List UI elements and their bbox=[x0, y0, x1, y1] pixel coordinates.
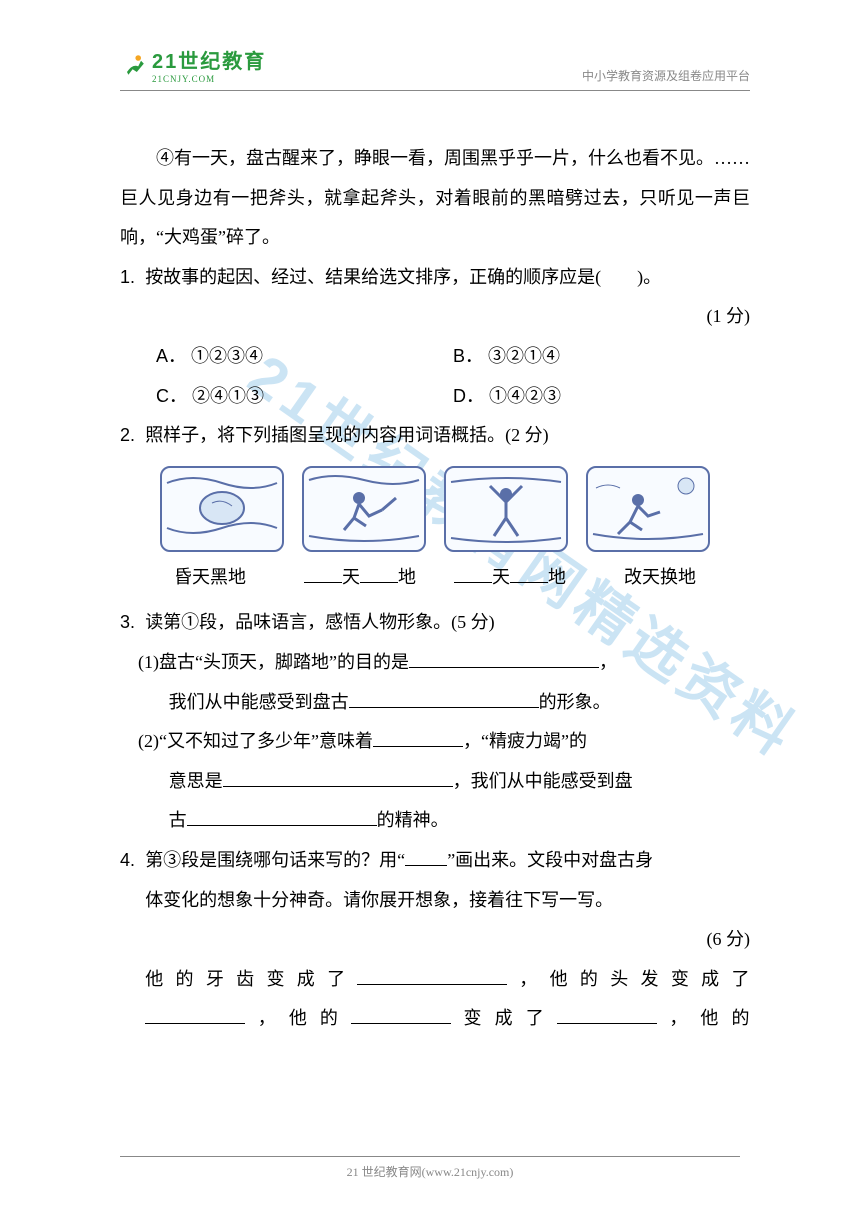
q4-text: 第③段是围绕哪句话来写的？用“”画出来。文段中对盘古身 bbox=[145, 841, 750, 881]
story-img-1 bbox=[160, 466, 284, 552]
blank[interactable] bbox=[304, 566, 342, 583]
blank[interactable] bbox=[373, 730, 463, 747]
q4-score: (6 分) bbox=[120, 920, 750, 960]
cap-4: 改天换地 bbox=[594, 558, 726, 598]
q3-2: (2)“又不知过了多少年”意味着，“精疲力竭”的 bbox=[151, 722, 750, 762]
question-4: 4. 第③段是围绕哪句话来写的？用“”画出来。文段中对盘古身 bbox=[120, 841, 750, 881]
content: ④有一天，盘古醒来了，睁眼一看，周围黑乎乎一片，什么也看不见。……巨人见身边有一… bbox=[120, 139, 750, 1039]
blank[interactable] bbox=[187, 809, 377, 826]
logo-runner-icon bbox=[120, 51, 148, 79]
q1-options: A． ①②③④ B． ③②①④ C． ②④①③ D． ①④②③ bbox=[120, 337, 750, 416]
blank[interactable] bbox=[510, 566, 548, 583]
q1-text: 按故事的起因、经过、结果给选文排序，正确的顺序应是( )。 bbox=[145, 258, 750, 298]
captions: 昏天黑地 天地 天地 改天换地 bbox=[120, 558, 750, 598]
story-images bbox=[120, 466, 750, 552]
blank[interactable] bbox=[357, 968, 507, 985]
q3-2b: 意思是，我们从中能感受到盘 bbox=[120, 762, 750, 802]
q1-opt-b[interactable]: B． ③②①④ bbox=[453, 337, 750, 377]
q2-num: 2. bbox=[120, 416, 145, 456]
logo-sub: 21CNJY.COM bbox=[152, 74, 266, 84]
page: 21世纪教育 21CNJY.COM 中小学教育资源及组卷应用平台 ④有一天，盘古… bbox=[0, 0, 860, 1216]
cap-2: 天地 bbox=[294, 558, 426, 598]
blank[interactable] bbox=[223, 770, 453, 787]
header-right: 中小学教育资源及组卷应用平台 bbox=[582, 67, 750, 84]
q3-1b: 我们从中能感受到盘古的形象。 bbox=[120, 683, 750, 723]
blank[interactable] bbox=[557, 1007, 657, 1024]
cap-3: 天地 bbox=[444, 558, 576, 598]
story-img-4 bbox=[586, 466, 710, 552]
q1-opt-d[interactable]: D． ①④②③ bbox=[453, 377, 750, 417]
logo-text: 21世纪教育 bbox=[152, 45, 266, 74]
blank[interactable] bbox=[145, 1007, 245, 1024]
q3-text: 读第①段，品味语言，感悟人物形象。(5 分) bbox=[145, 603, 750, 643]
question-1: 1. 按故事的起因、经过、结果给选文排序，正确的顺序应是( )。 bbox=[120, 258, 750, 298]
story-img-3 bbox=[444, 466, 568, 552]
header: 21世纪教育 21CNJY.COM 中小学教育资源及组卷应用平台 bbox=[120, 45, 750, 91]
q3-num: 3. bbox=[120, 603, 145, 643]
logo: 21世纪教育 21CNJY.COM bbox=[120, 45, 266, 84]
blank[interactable] bbox=[360, 566, 398, 583]
q1-score: (1 分) bbox=[120, 297, 750, 337]
blank[interactable] bbox=[409, 651, 599, 668]
story-img-2 bbox=[302, 466, 426, 552]
q1-opt-c[interactable]: C． ②④①③ bbox=[156, 377, 453, 417]
q1-num: 1. bbox=[120, 258, 145, 298]
blank[interactable] bbox=[351, 1007, 451, 1024]
question-2: 2. 照样子，将下列插图呈现的内容用词语概括。(2 分) bbox=[120, 416, 750, 456]
q1-opt-a[interactable]: A． ①②③④ bbox=[156, 337, 453, 377]
cap-1: 昏天黑地 bbox=[144, 558, 276, 598]
q3-2c: 古的精神。 bbox=[120, 801, 750, 841]
footer: 21 世纪教育网(www.21cnjy.com) bbox=[120, 1156, 740, 1180]
question-3: 3. 读第①段，品味语言，感悟人物形象。(5 分) bbox=[120, 603, 750, 643]
q3-1: (1)盘古“头顶天，脚踏地”的目的是， bbox=[151, 643, 750, 683]
passage-4: ④有一天，盘古醒来了，睁眼一看，周围黑乎乎一片，什么也看不见。……巨人见身边有一… bbox=[120, 139, 750, 258]
q4-text-2: 体变化的想象十分神奇。请你展开想象，接着往下写一写。 bbox=[120, 881, 750, 921]
blank[interactable] bbox=[349, 690, 539, 707]
q4-fill-1: 他的牙齿变成了，他的头发变成了 bbox=[120, 960, 750, 1000]
q2-text: 照样子，将下列插图呈现的内容用词语概括。(2 分) bbox=[145, 416, 750, 456]
q4-fill-2: ，他的变成了，他的 bbox=[120, 999, 750, 1039]
blank[interactable] bbox=[405, 849, 447, 866]
q4-num: 4. bbox=[120, 841, 145, 881]
blank[interactable] bbox=[454, 566, 492, 583]
